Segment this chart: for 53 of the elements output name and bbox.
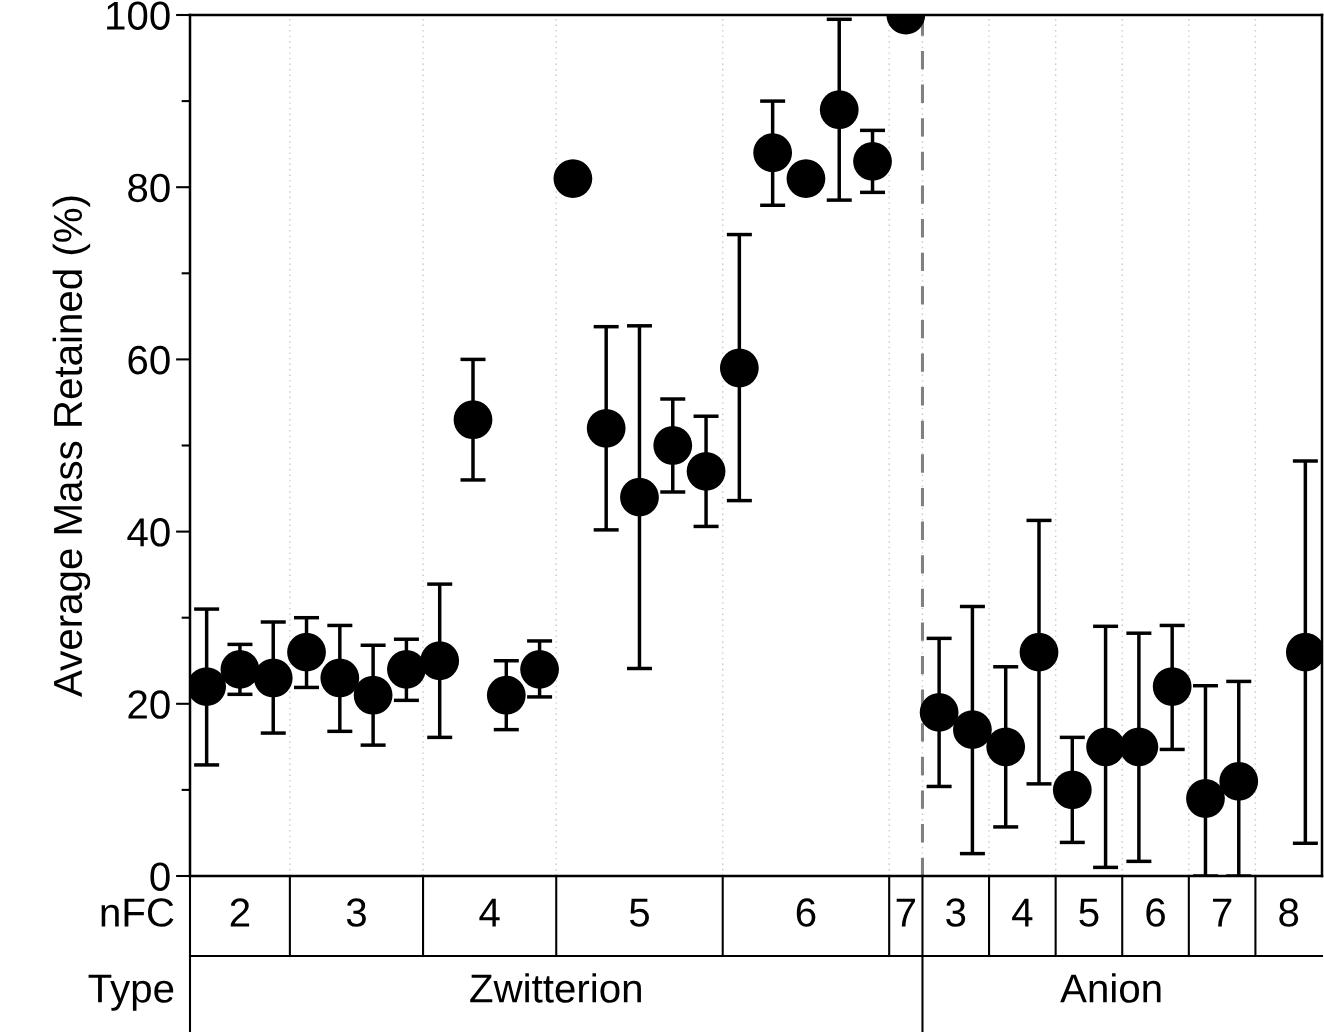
text: Zwitterion xyxy=(470,973,641,1003)
point xyxy=(353,675,393,715)
point xyxy=(753,133,793,173)
text: 2 xyxy=(230,898,250,927)
point xyxy=(1086,727,1125,767)
text: 3 xyxy=(946,898,966,927)
point xyxy=(853,141,892,181)
y-axis-title: Average Mass Retained (%) xyxy=(52,196,91,697)
y-tick-label: 60 xyxy=(128,345,170,375)
y-tick-label: 40 xyxy=(127,518,170,547)
text: 5 xyxy=(1079,898,1099,927)
text: nFC xyxy=(101,898,174,927)
point xyxy=(686,451,726,491)
point xyxy=(986,727,1026,767)
point xyxy=(653,426,693,465)
point xyxy=(1119,727,1159,767)
point xyxy=(420,641,460,681)
point xyxy=(819,90,859,130)
text: 7 xyxy=(1212,898,1232,927)
y-tick-label: 80 xyxy=(128,173,170,203)
point xyxy=(453,400,493,440)
point xyxy=(1152,667,1192,706)
point xyxy=(553,159,593,198)
text: 6 xyxy=(1146,898,1165,927)
text: 4 xyxy=(479,898,500,927)
point xyxy=(1052,770,1092,810)
point xyxy=(1186,779,1225,818)
point xyxy=(586,408,626,448)
point xyxy=(520,649,559,689)
point xyxy=(919,693,959,732)
text: 8 xyxy=(1279,898,1299,927)
text: 7 xyxy=(896,898,915,927)
text: 5 xyxy=(629,898,649,927)
point xyxy=(220,649,260,689)
point xyxy=(620,477,659,517)
text: Anion xyxy=(1060,973,1161,1003)
point xyxy=(486,675,526,715)
point xyxy=(387,649,426,689)
point xyxy=(320,658,360,698)
point xyxy=(287,632,326,672)
point xyxy=(1219,761,1259,801)
text: 6 xyxy=(796,898,816,927)
point xyxy=(953,710,992,750)
y-tick-label: 0 xyxy=(150,862,170,891)
text: 4 xyxy=(1012,898,1033,927)
point xyxy=(1019,632,1059,672)
y-tick-label: 20 xyxy=(128,690,170,719)
point xyxy=(786,159,826,198)
text: 3 xyxy=(346,898,366,927)
text: Type xyxy=(88,974,174,1011)
point xyxy=(719,348,759,388)
point xyxy=(253,658,293,698)
y-tick-label: 100 xyxy=(107,1,170,30)
